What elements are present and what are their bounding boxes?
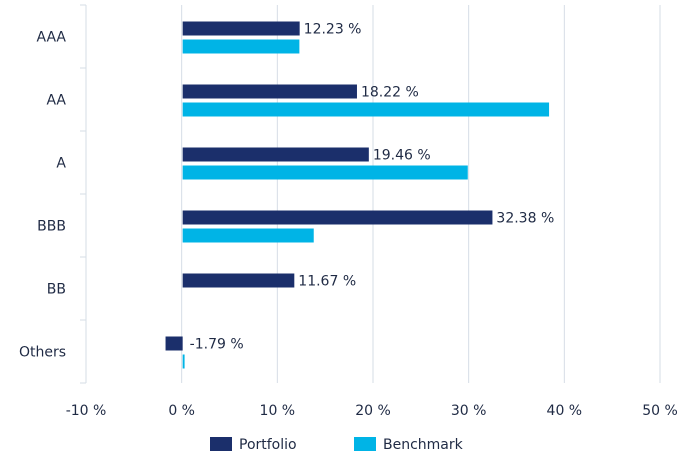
x-tick-label: 20 % <box>355 403 391 419</box>
data-labels: 12.23 % 18.22 % 19.46 % 32.38 % 11.67 % -1.79… <box>190 22 555 353</box>
data-label: 18.22 % <box>361 85 419 101</box>
x-tick-label: 10 % <box>260 403 296 419</box>
legend-benchmark-label: Benchmark <box>383 437 464 453</box>
legend-portfolio-swatch <box>210 437 232 451</box>
x-tick-labels: -10 % 0 % 10 % 20 % 30 % 40 % 50 % <box>66 403 677 419</box>
portfolio-bar <box>182 84 357 99</box>
x-tick-label: 0 % <box>168 403 195 419</box>
benchmark-bar <box>182 354 185 369</box>
legend: Portfolio Benchmark <box>210 437 464 453</box>
legend-portfolio-label: Portfolio <box>239 437 297 453</box>
category-label: BBB <box>37 219 66 235</box>
bars <box>165 21 550 369</box>
benchmark-bar <box>182 228 314 243</box>
category-label: AA <box>46 93 66 109</box>
benchmark-bar <box>182 102 550 117</box>
x-tick-label: -10 % <box>66 403 107 419</box>
category-label: BB <box>47 282 66 298</box>
data-label: -1.79 % <box>190 337 244 353</box>
category-label: Others <box>19 345 66 361</box>
data-label: 11.67 % <box>298 274 356 290</box>
grid-lines <box>80 4 661 384</box>
portfolio-bar <box>182 21 300 36</box>
benchmark-bar <box>182 39 300 54</box>
portfolio-bar <box>182 147 369 162</box>
data-label: 19.46 % <box>373 148 431 164</box>
legend-benchmark-swatch <box>354 437 376 451</box>
x-tick-label: 50 % <box>642 403 677 419</box>
portfolio-bar <box>182 273 295 288</box>
benchmark-bar <box>182 165 468 180</box>
data-label: 12.23 % <box>304 22 362 38</box>
category-label: A <box>56 156 66 172</box>
x-tick-label: 30 % <box>451 403 487 419</box>
data-label: 32.38 % <box>496 211 554 227</box>
x-tick-label: 40 % <box>547 403 583 419</box>
category-label: AAA <box>36 30 66 46</box>
portfolio-bar <box>165 336 183 351</box>
portfolio-bar <box>182 210 493 225</box>
